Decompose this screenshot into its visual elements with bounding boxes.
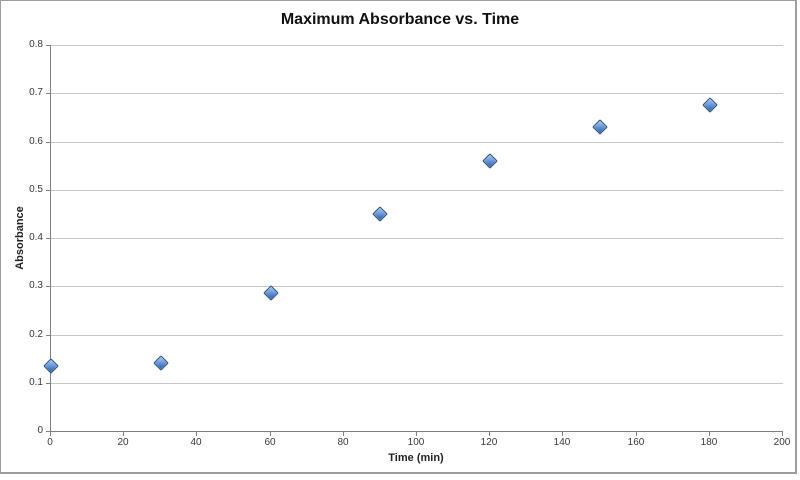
x-tick-label: 20 [117,437,129,448]
x-tick-label: 60 [264,437,276,448]
y-axis-tick [46,190,50,191]
gridline [51,286,783,287]
y-tick-label: 0.7 [29,87,43,98]
data-point-marker [482,153,498,169]
x-tick-label: 140 [553,437,571,448]
x-tick-label: 40 [190,437,202,448]
data-point-marker [43,358,59,374]
y-tick-label: 0.6 [29,136,43,147]
x-tick-label: 160 [627,437,645,448]
x-axis-tick [50,432,51,436]
y-axis-tick [46,45,50,46]
x-axis-tick [270,432,271,436]
y-axis-tick [46,431,50,432]
gridline [51,93,783,94]
x-tick-label: 100 [407,437,425,448]
x-tick-label: 200 [773,437,791,448]
y-axis-tick [46,238,50,239]
gridline [51,383,783,384]
y-tick-label: 0.2 [29,329,43,340]
x-axis-tick [782,432,783,436]
y-axis-tick [46,286,50,287]
x-tick-label: 80 [337,437,349,448]
gridline [51,142,783,143]
x-axis-tick [562,432,563,436]
data-point-marker [592,119,608,135]
data-point-marker [153,355,169,372]
y-tick-label: 0.4 [29,232,43,243]
gridline [51,335,783,336]
y-axis-tick [46,383,50,384]
data-point-marker [372,206,389,222]
y-axis-tick [46,93,50,94]
plot-area [43,45,783,432]
x-tick-label: 0 [47,437,53,448]
chart-title: Maximum Absorbance vs. Time [280,11,520,28]
x-axis-tick [416,432,417,436]
x-axis-tick [489,432,490,436]
data-point-marker [702,97,718,114]
x-axis-tick [636,432,637,436]
x-axis-tick [709,432,710,436]
x-tick-label: 180 [700,437,718,448]
y-tick-label: 0 [37,425,43,436]
y-tick-label: 0.8 [29,39,43,50]
data-point-marker [262,285,279,302]
x-axis-tick [343,432,344,436]
y-axis-tick [46,142,50,143]
y-axis-tick [46,335,50,336]
y-tick-label: 0.3 [29,280,43,291]
y-tick-label: 0.5 [29,184,43,195]
gridline [51,190,783,191]
gridline [51,238,783,239]
gridline [51,45,783,46]
x-axis-tick [196,432,197,436]
x-axis-tick [123,432,124,436]
y-tick-label: 0.1 [29,377,43,388]
x-tick-label: 120 [480,437,498,448]
x-axis-title: Time (min) [388,452,444,464]
